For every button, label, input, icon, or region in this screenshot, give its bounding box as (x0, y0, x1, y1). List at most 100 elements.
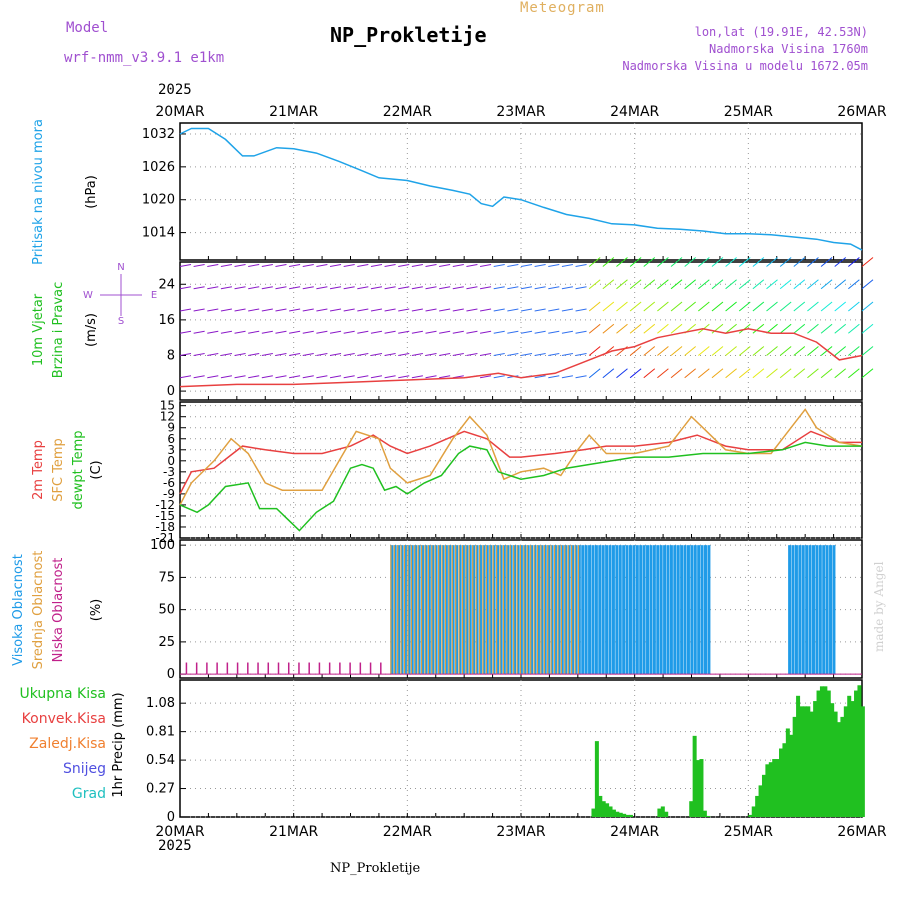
y-tick-label: 1014 (142, 226, 175, 241)
wind-arrow (425, 330, 437, 334)
wind-arrow (207, 375, 219, 379)
wind-arrow (357, 330, 369, 334)
cloud-bar (478, 545, 481, 675)
precip-legend-item: Grad (72, 786, 106, 802)
precip-bar (615, 811, 620, 817)
precip-bar (779, 748, 784, 817)
wind-arrow (657, 323, 669, 334)
wind-arrow (834, 301, 847, 312)
wind-arrow (316, 375, 328, 379)
wind-arrow (616, 257, 628, 267)
precip-bar (699, 759, 704, 817)
wind-arrow (643, 279, 656, 290)
cloud-bar (577, 545, 581, 675)
cloud-bar (226, 662, 229, 675)
wind-arrow (711, 279, 724, 290)
wind-arrow (507, 352, 519, 356)
y-tick-label: 1026 (142, 160, 175, 175)
cloud-bar (393, 545, 397, 675)
cloud-bar (571, 545, 573, 675)
cloud-bar (492, 545, 496, 675)
precip-bar (692, 735, 697, 817)
precip-bar (608, 806, 613, 817)
cloud-bar (811, 545, 815, 675)
cloud-bar (502, 545, 505, 675)
pressure-line (179, 127, 863, 251)
wind-arrow (289, 352, 301, 356)
wind-arrow (779, 323, 792, 334)
page-title: NP_Prokletije (330, 23, 487, 47)
compass-e: E (151, 290, 157, 301)
cloud-bar (788, 545, 792, 675)
wind-arrow (766, 323, 778, 334)
cloud-bar (206, 662, 208, 675)
precip-bar (765, 764, 770, 817)
wind-arrow (411, 352, 423, 356)
wind-arrow (766, 257, 778, 267)
cloud-bar (581, 545, 585, 675)
wind-arrow (575, 308, 587, 312)
wind-arrow (329, 330, 342, 334)
cloud-bar (468, 545, 470, 675)
wind-arrow (261, 352, 273, 356)
wind-arrow (234, 286, 246, 290)
wind-arrow (398, 352, 410, 356)
wind-arrow (657, 257, 669, 267)
model-elevation-label: Nadmorska Visina u modelu 1672.05m (622, 59, 868, 73)
wind-arrow (534, 330, 546, 334)
wind-arrow (329, 308, 342, 312)
precip-bar (775, 759, 780, 817)
cloud-bar (571, 545, 575, 675)
cloud-bar (414, 545, 416, 675)
wind-arrow (248, 330, 260, 334)
precip-legend-item: Zaledj.Kisa (29, 736, 106, 752)
wind-arrow (834, 323, 847, 334)
wind-arrow (575, 330, 587, 334)
wind-arrow (738, 346, 751, 356)
wind-arrow (629, 279, 642, 290)
wind-arrow (548, 308, 560, 312)
cloud-bar (825, 545, 829, 675)
wind-arrow (629, 346, 642, 356)
wind-arrow (588, 301, 601, 312)
cloud-bar (397, 545, 401, 675)
cloud-bar (420, 545, 424, 675)
precip-bar (857, 685, 862, 817)
wind-arrow (711, 368, 724, 379)
cloud-bar (676, 545, 680, 675)
wind-arrow (507, 308, 519, 312)
precip-bar (833, 711, 838, 817)
precip-bar (664, 811, 669, 817)
cloud-bar (584, 545, 588, 675)
wind-arrow (302, 375, 314, 379)
cloud-bar (540, 545, 544, 675)
wind-arrow (738, 368, 751, 379)
cloud-bar (410, 545, 412, 675)
cloud-bar (808, 545, 812, 675)
wind-arrow (384, 352, 396, 356)
cloud-bar (615, 545, 619, 675)
wind-arrow (507, 286, 519, 290)
compass-w: W (83, 290, 93, 301)
wind-arrow (479, 263, 492, 267)
wind-arrow (738, 257, 751, 267)
precip-bar (591, 808, 596, 817)
wind-arrow (343, 286, 355, 290)
cloud-bar (369, 662, 372, 675)
cloud-bar (455, 545, 459, 675)
wind-arrow (820, 301, 833, 312)
y-tick-label: 25 (158, 635, 175, 650)
cloud-bar (523, 545, 525, 675)
cloud-bar (236, 662, 239, 675)
precip-bar (622, 813, 627, 817)
wind-arrow (548, 352, 560, 356)
wind-arrow (711, 346, 724, 356)
wind-arrow (452, 263, 464, 267)
wind-arrow (439, 352, 451, 356)
cloud-bar (468, 545, 472, 675)
cloud-bar (434, 545, 436, 675)
precip-bar (605, 803, 610, 817)
y-tick-label: 12 (160, 410, 175, 424)
wind-arrow (466, 352, 478, 356)
